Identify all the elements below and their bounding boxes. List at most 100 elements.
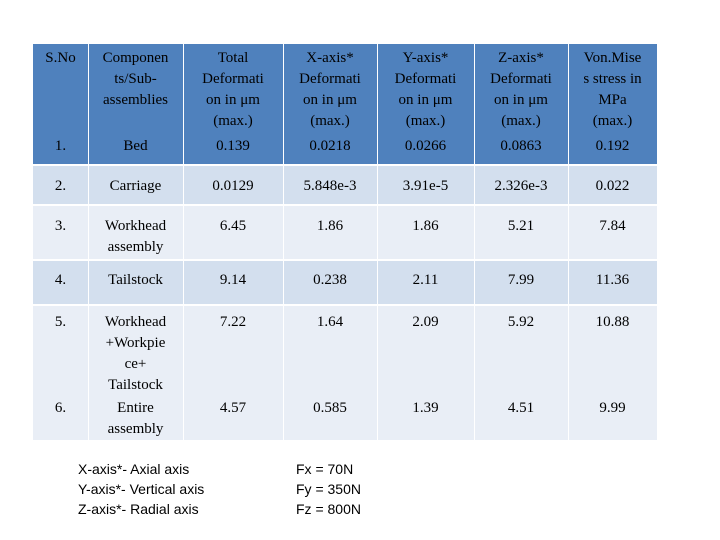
header-line: assemblies bbox=[103, 92, 168, 108]
component-line: ce+ bbox=[124, 356, 147, 372]
cell-y: 1.86 bbox=[412, 218, 439, 234]
header-line: (max.) bbox=[501, 113, 541, 129]
cell-z: 4.51 bbox=[507, 400, 535, 416]
row-separator bbox=[33, 259, 657, 261]
component-line: +Workpie bbox=[105, 335, 166, 351]
cell-von-mises: 7.84 bbox=[599, 218, 626, 234]
row-separator bbox=[33, 204, 657, 206]
column-separator bbox=[377, 44, 378, 440]
table-row-band-3 bbox=[33, 205, 657, 260]
column-separator bbox=[183, 44, 184, 440]
column-separator bbox=[474, 44, 475, 440]
header-line: on in μm bbox=[398, 92, 453, 108]
cell-x: 0.0218 bbox=[309, 138, 351, 154]
column-separator bbox=[568, 44, 569, 440]
header-x-deformation: X-axis* Deformati on in μm (max.) bbox=[283, 48, 377, 132]
force-note: Fy = 350N bbox=[296, 481, 361, 497]
cell-y: 3.91e-5 bbox=[402, 178, 449, 194]
header-line: X-axis* bbox=[306, 50, 354, 66]
component-line: Tailstock bbox=[108, 377, 163, 393]
cell-von-mises: 9.99 bbox=[599, 400, 626, 416]
axis-legend-notes: X-axis*- Axial axis Y-axis*- Vertical ax… bbox=[78, 459, 204, 519]
header-von-mises: Von.Mise s stress in MPa (max.) bbox=[568, 48, 657, 132]
cell-sno: 4. bbox=[54, 272, 67, 288]
header-line: Z-axis* bbox=[498, 50, 544, 66]
header-z-deformation: Z-axis* Deformati on in μm (max.) bbox=[474, 48, 568, 132]
cell-x: 0.238 bbox=[313, 272, 347, 288]
cell-y: 2.09 bbox=[412, 314, 439, 330]
cell-sno: 3. bbox=[54, 218, 67, 234]
cell-total: 0.0129 bbox=[212, 178, 254, 194]
cell-z: 7.99 bbox=[507, 272, 535, 288]
header-line: (max.) bbox=[310, 113, 350, 129]
cell-y: 2.11 bbox=[412, 272, 439, 288]
cell-sno: 5. bbox=[54, 314, 67, 330]
axis-note: Y-axis*- Vertical axis bbox=[78, 481, 205, 497]
cell-sno: 2. bbox=[54, 178, 67, 194]
cell-component: Workhead +Workpie ce+ Tailstock bbox=[88, 312, 183, 396]
cell-sno: 6. bbox=[54, 400, 67, 416]
cell-x: 1.64 bbox=[316, 314, 344, 330]
axis-note: Z-axis*- Radial axis bbox=[78, 501, 199, 517]
header-component: Componen ts/Sub- assemblies bbox=[88, 48, 183, 111]
cell-z: 5.92 bbox=[507, 314, 535, 330]
axis-note: X-axis*- Axial axis bbox=[78, 461, 190, 477]
cell-x: 5.848e-3 bbox=[303, 178, 357, 194]
header-line: Total bbox=[217, 50, 249, 66]
cell-total: 4.57 bbox=[219, 400, 247, 416]
column-separator bbox=[88, 44, 89, 440]
header-line: Y-axis* bbox=[402, 50, 449, 66]
component-line: assembly bbox=[107, 421, 164, 437]
table-row-band-4 bbox=[33, 260, 657, 305]
component-line: Workhead bbox=[104, 314, 167, 330]
cell-total: 0.139 bbox=[216, 138, 250, 154]
cell-von-mises: 0.022 bbox=[595, 178, 630, 194]
component-line: Workhead bbox=[104, 218, 167, 234]
header-total-deformation: Total Deformati on in μm (max.) bbox=[183, 48, 283, 132]
header-line: (max.) bbox=[592, 113, 633, 129]
header-line: on in μm bbox=[206, 92, 260, 108]
header-line: S.No bbox=[45, 50, 76, 66]
cell-y: 1.39 bbox=[412, 400, 439, 416]
header-line: MPa bbox=[598, 92, 627, 108]
cell-x: 1.86 bbox=[316, 218, 344, 234]
header-line: ts/Sub- bbox=[114, 71, 157, 87]
header-line: (max.) bbox=[213, 113, 253, 129]
column-separator bbox=[283, 44, 284, 440]
header-line: Deformati bbox=[299, 71, 361, 87]
row-separator bbox=[33, 164, 657, 166]
header-y-deformation: Y-axis* Deformati on in μm (max.) bbox=[377, 48, 474, 132]
cell-z: 2.326e-3 bbox=[494, 178, 548, 194]
cell-component: Carriage bbox=[109, 178, 162, 194]
cell-component: Tailstock bbox=[108, 272, 163, 288]
header-line: on in μm bbox=[303, 92, 357, 108]
cell-component: Bed bbox=[123, 138, 148, 154]
cell-component: Workhead assembly bbox=[88, 216, 183, 258]
header-line: Von.Mise bbox=[583, 50, 642, 66]
cell-sno: 1. bbox=[54, 138, 67, 154]
table-header-band bbox=[33, 44, 657, 165]
header-sno: S.No bbox=[33, 48, 88, 69]
cell-total: 6.45 bbox=[219, 218, 247, 234]
force-notes: Fx = 70N Fy = 350N Fz = 800N bbox=[296, 459, 361, 519]
cell-total: 7.22 bbox=[219, 314, 247, 330]
header-line: Deformati bbox=[394, 71, 457, 87]
cell-von-mises: 0.192 bbox=[595, 138, 630, 154]
header-line: Deformati bbox=[490, 71, 552, 87]
cell-y: 0.0266 bbox=[404, 138, 447, 154]
header-line: Deformati bbox=[202, 71, 264, 87]
force-note: Fz = 800N bbox=[296, 501, 361, 517]
component-line: assembly bbox=[107, 239, 164, 255]
row-separator bbox=[33, 304, 657, 306]
cell-total: 9.14 bbox=[219, 272, 247, 288]
cell-von-mises: 11.36 bbox=[595, 272, 630, 288]
component-line: Entire bbox=[117, 400, 154, 416]
cell-von-mises: 10.88 bbox=[595, 314, 630, 330]
header-line: Componen bbox=[102, 50, 169, 66]
header-line: on in μm bbox=[494, 92, 548, 108]
header-line: s stress in bbox=[583, 71, 642, 87]
cell-x: 0.585 bbox=[313, 400, 347, 416]
header-line: (max.) bbox=[405, 113, 446, 129]
force-note: Fx = 70N bbox=[296, 461, 354, 477]
table-row-band-2 bbox=[33, 165, 657, 205]
